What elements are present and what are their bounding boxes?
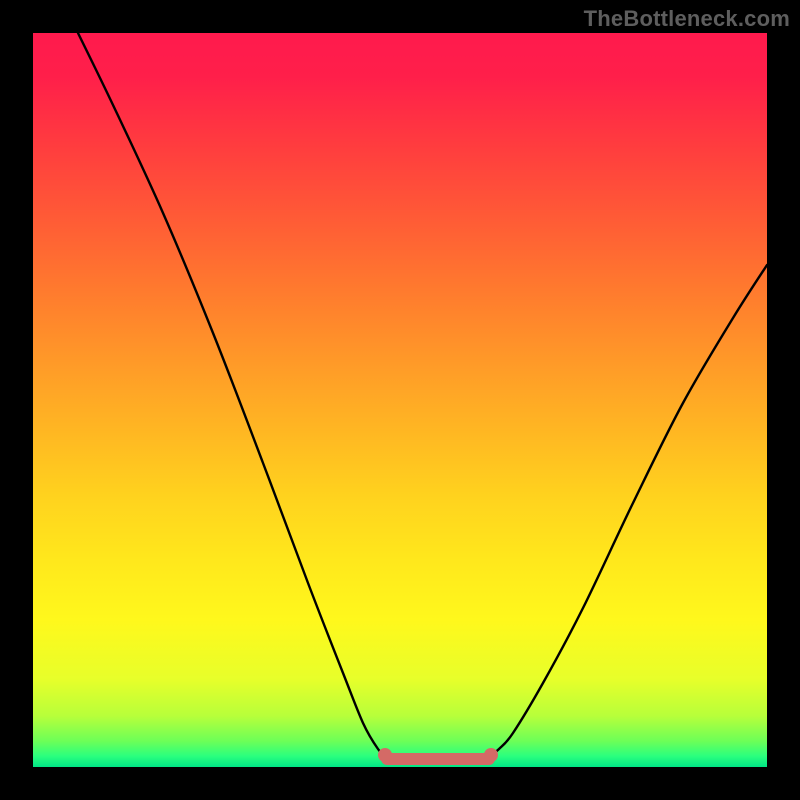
optimal-zone-left-dot bbox=[378, 748, 392, 762]
plot-area bbox=[33, 33, 767, 767]
watermark-text: TheBottleneck.com bbox=[584, 6, 790, 32]
bottleneck-curve bbox=[33, 33, 767, 767]
chart-frame: TheBottleneck.com bbox=[0, 0, 800, 800]
optimal-zone-right-dot bbox=[484, 748, 498, 762]
optimal-zone-bar bbox=[381, 753, 495, 765]
